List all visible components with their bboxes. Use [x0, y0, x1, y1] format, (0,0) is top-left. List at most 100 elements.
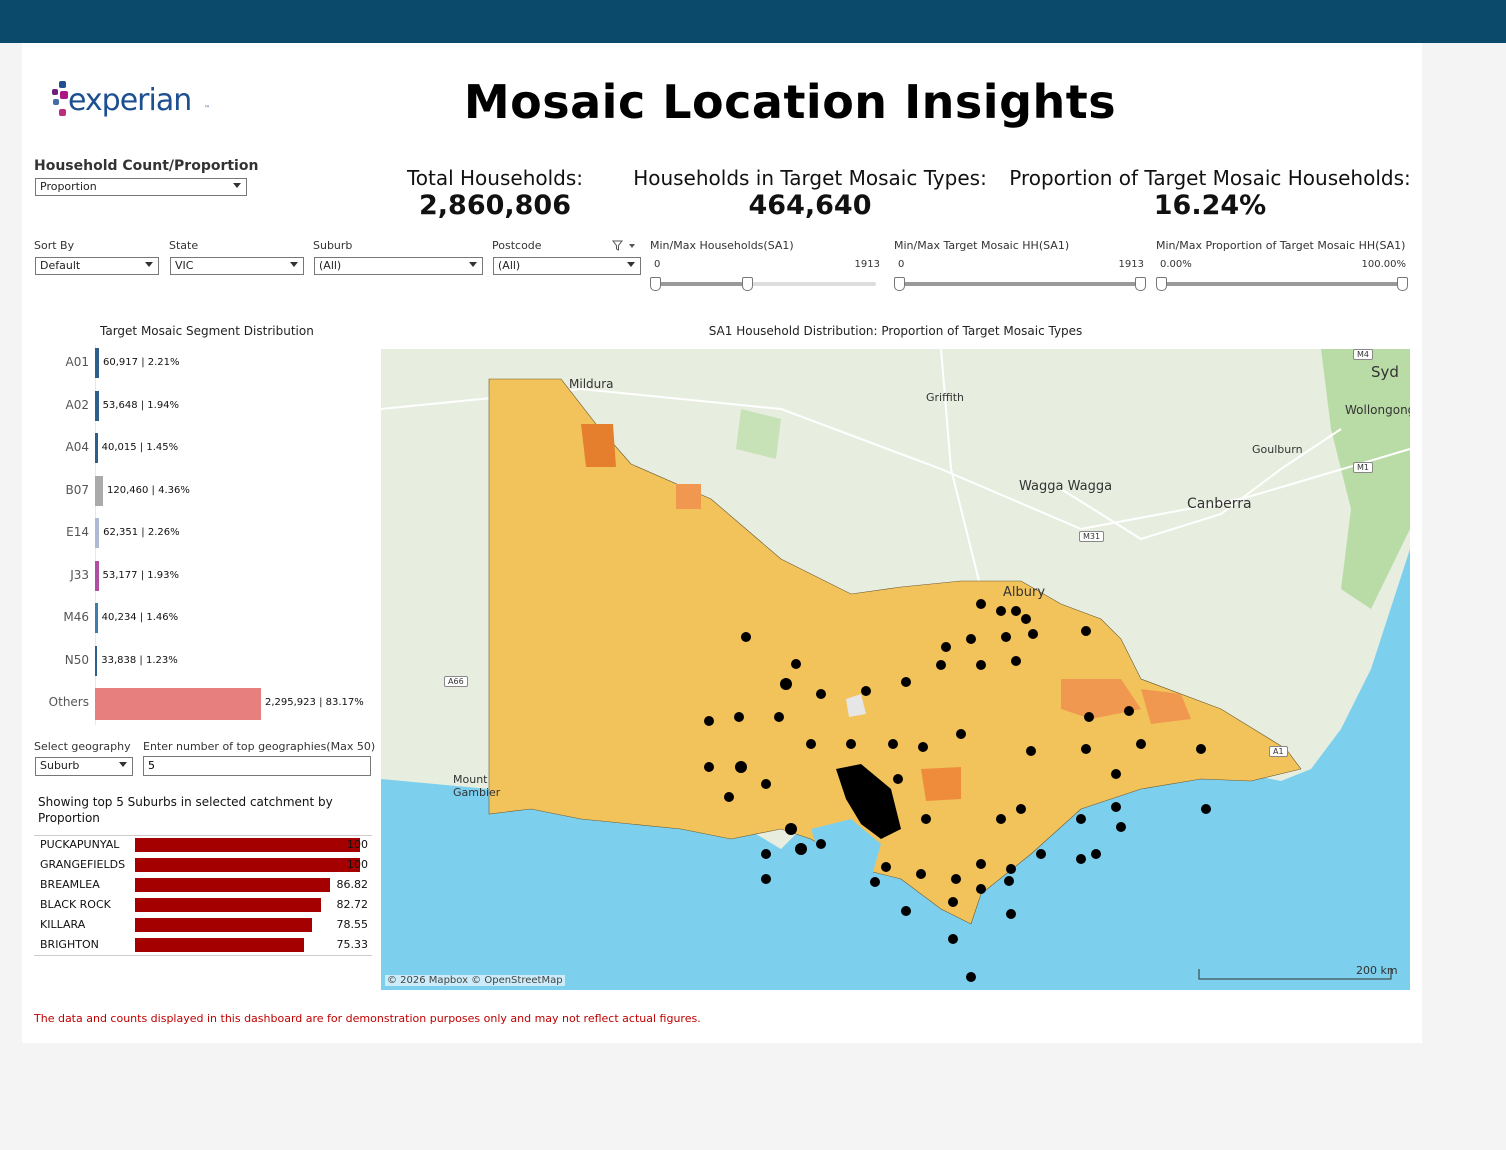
suburb-name: PUCKAPUNYAL	[40, 838, 120, 851]
postcode-label: Postcode	[492, 239, 542, 252]
segment-category-label: B07	[65, 482, 89, 497]
kpi-target-households: Households in Target Mosaic Types: 464,6…	[633, 166, 987, 221]
suburb-name: KILLARA	[40, 918, 86, 931]
segment-bar[interactable]	[95, 390, 99, 421]
table-row[interactable]: BRIGHTON 75.33	[34, 935, 372, 955]
suburb-name: BLACK ROCK	[40, 898, 111, 911]
port-phillip-bay	[811, 819, 881, 879]
disclaimer-text: The data and counts displayed in this da…	[34, 1012, 701, 1025]
logo-dots-icon	[52, 81, 68, 116]
slider-handle-max[interactable]	[1397, 277, 1408, 291]
place-label: Syd	[1371, 363, 1399, 381]
filter-icon[interactable]	[612, 240, 636, 252]
park-area	[736, 409, 781, 459]
route-shield: A1	[1269, 746, 1288, 757]
suburb-bar	[135, 858, 360, 872]
suburb-bar	[135, 838, 360, 852]
chevron-down-icon	[627, 262, 635, 267]
top-n-input[interactable]: 5	[143, 756, 371, 776]
sort-by-dropdown[interactable]: Default	[35, 257, 159, 275]
segment-bar[interactable]	[95, 348, 100, 378]
suburb-bar	[135, 878, 331, 892]
table-row[interactable]: GRANGEFIELDS 100	[34, 855, 372, 875]
top-n-label: Enter number of top geographies(Max 50)	[143, 740, 376, 753]
suburb-value: 78.55	[336, 918, 369, 931]
state-dropdown[interactable]: VIC	[170, 257, 304, 275]
top-suburbs-chart: PUCKAPUNYAL 100 GRANGEFIELDS 100 BREAMLEA 86.…	[22, 835, 372, 955]
segment-category-label: Others	[48, 695, 89, 709]
slider-handle-max[interactable]	[1135, 277, 1146, 291]
suburb-value: 82.72	[336, 898, 369, 911]
melbourne-cluster	[836, 764, 901, 839]
chevron-down-icon	[469, 262, 477, 267]
slider-target-proportion[interactable]: Min/Max Proportion of Target Mosaic HH(S…	[1156, 239, 1408, 299]
brand-name: experian	[68, 83, 192, 118]
segment-bar[interactable]	[95, 645, 98, 676]
victoria-region	[488, 378, 1302, 925]
postcode-dropdown[interactable]: (All)	[493, 257, 641, 275]
place-label: Griffith	[926, 391, 965, 404]
top-banner	[0, 0, 1506, 43]
slider-handle-max[interactable]	[742, 277, 754, 291]
segment-category-label: M46	[63, 610, 89, 624]
segment-value-label: 53,648 | 1.94%	[102, 399, 180, 411]
measure-dropdown-value: Proportion	[40, 180, 97, 193]
table-row[interactable]: BLACK ROCK 82.72	[34, 895, 372, 915]
place-label: Mount Gambier	[453, 773, 501, 799]
slider-households[interactable]: Min/Max Households(SA1) 0 1913	[650, 239, 880, 299]
map-view[interactable]: Mildura Griffith Wagga Wagga Canberra Go…	[381, 349, 1410, 990]
place-label: Wagga Wagga	[1019, 479, 1113, 494]
measure-label: Household Count/Proportion	[34, 158, 259, 174]
kpi-target-proportion: Proportion of Target Mosaic Households: …	[1009, 166, 1411, 221]
measure-dropdown[interactable]: Proportion	[35, 178, 247, 196]
segment-category-label: J33	[70, 567, 89, 582]
slider-handle-min[interactable]	[1156, 277, 1167, 291]
segment-bar[interactable]	[95, 433, 98, 463]
suburb-value: 75.33	[336, 938, 369, 951]
top-suburbs-title: Showing top 5 Suburbs in selected catchm…	[38, 795, 333, 825]
segment-bar[interactable]	[95, 603, 98, 633]
segment-category-label: A01	[65, 355, 89, 369]
segment-chart-title: Target Mosaic Segment Distribution	[100, 324, 314, 338]
state-label: State	[169, 239, 199, 252]
table-row[interactable]: BREAMLEA 86.82	[34, 875, 372, 895]
suburb-value: 100	[347, 838, 368, 851]
suburb-label: Suburb	[313, 239, 353, 252]
route-shield: M4	[1353, 349, 1373, 360]
chevron-down-icon	[145, 262, 153, 267]
suburb-value: 86.82	[336, 878, 369, 891]
map-attribution[interactable]: © 2026 Mapbox © OpenStreetMap	[385, 975, 565, 986]
page-title: Mosaic Location Insights	[463, 75, 1117, 129]
table-row[interactable]: PUCKAPUNYAL 100	[34, 835, 372, 855]
suburb-bar	[135, 938, 305, 952]
suburb-name: GRANGEFIELDS	[40, 858, 126, 871]
suburb-bar	[135, 918, 312, 932]
place-label: Wollongong	[1345, 403, 1410, 417]
segment-bar[interactable]	[95, 688, 261, 720]
segment-chart: A01 60,917 | 2.21% A02 53,648 | 1.94% A04 40,…	[22, 345, 372, 725]
park-area	[1321, 349, 1410, 609]
segment-value-label: 53,177 | 1.93%	[102, 569, 180, 581]
geography-dropdown[interactable]: Suburb	[35, 757, 133, 776]
place-label: Mildura	[569, 377, 614, 391]
slider-target-hh[interactable]: Min/Max Target Mosaic HH(SA1) 0 1913	[894, 239, 1146, 299]
region-high	[921, 767, 961, 801]
chevron-down-icon	[290, 262, 298, 267]
scale-bar	[1198, 969, 1392, 980]
map-title: SA1 Household Distribution: Proportion o…	[708, 324, 1083, 338]
region-high	[676, 484, 701, 509]
slider-handle-min[interactable]	[894, 277, 905, 291]
pin-markers	[704, 599, 1211, 982]
map-canvas	[381, 349, 1410, 982]
slider-handle-min[interactable]	[650, 277, 661, 291]
segment-bar[interactable]	[95, 475, 103, 506]
place-label: Canberra	[1187, 496, 1252, 512]
segment-value-label: 40,234 | 1.46%	[101, 612, 179, 623]
suburb-name: BRIGHTON	[40, 938, 99, 951]
segment-bar[interactable]	[95, 560, 99, 591]
geography-label: Select geography	[34, 740, 131, 753]
table-row[interactable]: KILLARA 78.55	[34, 915, 372, 935]
suburb-dropdown[interactable]: (All)	[314, 257, 483, 275]
segment-value-label: 2,295,923 | 83.17%	[265, 697, 364, 708]
segment-bar[interactable]	[95, 518, 100, 548]
